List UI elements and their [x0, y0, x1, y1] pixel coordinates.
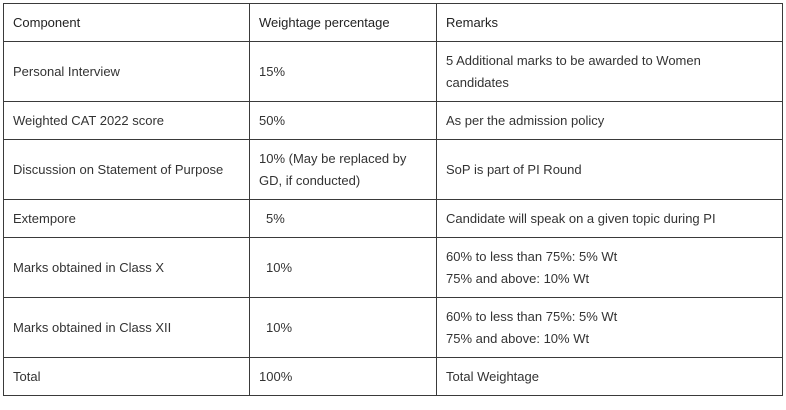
cell-remarks: 60% to less than 75%: 5% Wt 75% and abov…: [436, 297, 783, 358]
cell-remarks: Total Weightage: [436, 357, 783, 396]
table-row: Personal Interview 15% 5 Additional mark…: [3, 41, 783, 102]
header-component: Component: [3, 3, 250, 42]
cell-remarks: 60% to less than 75%: 5% Wt 75% and abov…: [436, 237, 783, 298]
cell-weightage: 10%: [249, 237, 437, 298]
cell-component: Discussion on Statement of Purpose: [3, 139, 250, 200]
table-row: Total 100% Total Weightage: [3, 357, 783, 396]
table-row: Marks obtained in Class X 10% 60% to les…: [3, 237, 783, 298]
remark-line: 75% and above: 10% Wt: [446, 330, 590, 346]
cell-component: Marks obtained in Class X: [3, 237, 250, 298]
cell-component: Total: [3, 357, 250, 396]
cell-component: Personal Interview: [3, 41, 250, 102]
weightage-line: 10% (May be replaced by: [259, 150, 407, 166]
weightage-table-container: Component Weightage percentage Remarks P…: [3, 3, 783, 396]
remark-line: candidates: [446, 74, 509, 90]
remark-line: 60% to less than 75%: 5% Wt: [446, 248, 618, 264]
cell-remarks: 5 Additional marks to be awarded to Wome…: [436, 41, 783, 102]
cell-remarks: As per the admission policy: [436, 101, 783, 140]
cell-component: Marks obtained in Class XII: [3, 297, 250, 358]
cell-remarks: Candidate will speak on a given topic du…: [436, 199, 783, 238]
cell-component: Extempore: [3, 199, 250, 238]
cell-weightage: 50%: [249, 101, 437, 140]
header-weightage: Weightage percentage: [249, 3, 437, 42]
cell-weightage: 5%: [249, 199, 437, 238]
cell-remarks: SoP is part of PI Round: [436, 139, 783, 200]
cell-component: Weighted CAT 2022 score: [3, 101, 250, 140]
cell-weightage: 100%: [249, 357, 437, 396]
remark-line: 75% and above: 10% Wt: [446, 270, 590, 286]
table-header-row: Component Weightage percentage Remarks: [3, 3, 783, 42]
table-row: Marks obtained in Class XII 10% 60% to l…: [3, 297, 783, 358]
cell-weightage: 15%: [249, 41, 437, 102]
weightage-table: Component Weightage percentage Remarks P…: [3, 3, 783, 396]
remark-line: 60% to less than 75%: 5% Wt: [446, 308, 618, 324]
table-row: Extempore 5% Candidate will speak on a g…: [3, 199, 783, 238]
cell-weightage: 10% (May be replaced by GD, if conducted…: [249, 139, 437, 200]
cell-weightage: 10%: [249, 297, 437, 358]
weightage-line: GD, if conducted): [259, 172, 361, 188]
header-remarks: Remarks: [436, 3, 783, 42]
remark-line: 5 Additional marks to be awarded to Wome…: [446, 52, 701, 68]
table-row: Weighted CAT 2022 score 50% As per the a…: [3, 101, 783, 140]
table-row: Discussion on Statement of Purpose 10% (…: [3, 139, 783, 200]
